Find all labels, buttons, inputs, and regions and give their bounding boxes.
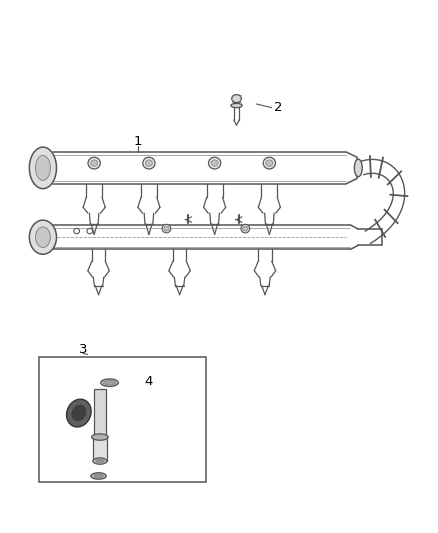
Ellipse shape [211, 160, 218, 166]
Ellipse shape [232, 94, 241, 102]
Ellipse shape [93, 458, 107, 464]
Ellipse shape [145, 160, 152, 166]
Ellipse shape [263, 157, 276, 169]
Ellipse shape [29, 147, 57, 189]
Ellipse shape [241, 224, 250, 233]
Ellipse shape [88, 157, 100, 169]
Ellipse shape [162, 224, 171, 233]
Text: 4: 4 [145, 375, 153, 387]
Ellipse shape [208, 157, 221, 169]
Ellipse shape [354, 159, 362, 176]
Ellipse shape [143, 157, 155, 169]
Ellipse shape [29, 220, 57, 254]
Ellipse shape [243, 226, 248, 231]
Ellipse shape [231, 103, 242, 108]
Polygon shape [93, 437, 107, 461]
Ellipse shape [35, 156, 50, 180]
Ellipse shape [103, 381, 116, 385]
Ellipse shape [94, 474, 103, 478]
Ellipse shape [95, 459, 104, 463]
Ellipse shape [91, 160, 98, 166]
Ellipse shape [87, 228, 92, 233]
Ellipse shape [164, 226, 169, 231]
Polygon shape [94, 389, 106, 437]
Ellipse shape [74, 228, 79, 233]
Bar [39, 357, 206, 482]
Text: 2: 2 [274, 101, 282, 114]
Text: 1: 1 [134, 135, 142, 148]
Ellipse shape [92, 434, 108, 440]
Ellipse shape [101, 379, 118, 386]
Ellipse shape [71, 404, 87, 422]
Ellipse shape [67, 399, 91, 427]
Ellipse shape [91, 473, 106, 479]
Text: 3: 3 [79, 343, 88, 356]
Ellipse shape [266, 160, 273, 166]
Ellipse shape [35, 227, 50, 247]
